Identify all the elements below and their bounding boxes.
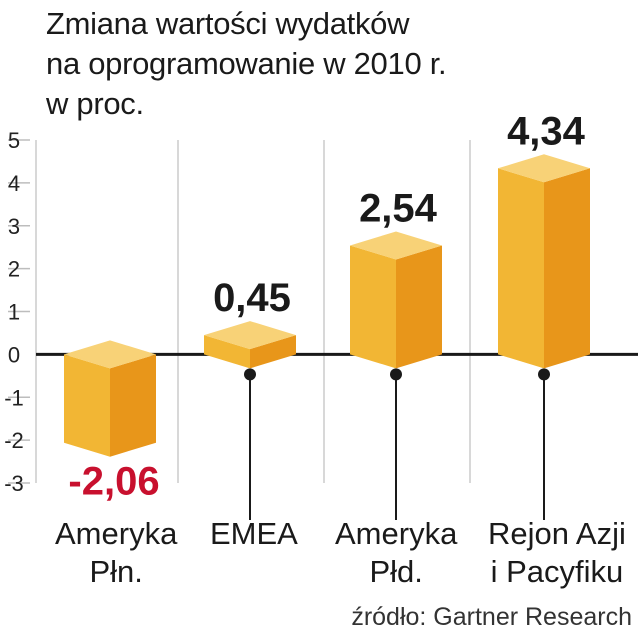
bar-front-face [498, 168, 544, 369]
data-label: 4,34 [507, 109, 586, 153]
bar-side-face [544, 168, 590, 369]
bar-side-face [250, 335, 296, 369]
bar [204, 321, 296, 369]
category-label-line: Ameryka [335, 516, 458, 551]
category-label-line: Rejon Azji [488, 516, 626, 551]
category-label: Ameryka Płn. [55, 515, 177, 591]
y-tick-label: 1 [8, 300, 20, 325]
category-label-line: Płn. [89, 554, 143, 589]
bar-front-face [350, 245, 396, 369]
bar-stem-dot [390, 368, 402, 381]
y-tick-label: -1 [4, 385, 24, 410]
data-label: 2,54 [359, 186, 438, 230]
bar [498, 154, 590, 369]
chart-title: Zmiana wartości wydatków na oprogramowan… [46, 4, 626, 124]
category-label-line: i Pacyfiku [490, 554, 624, 589]
data-label: -2,06 [68, 460, 159, 504]
chart-title-line-2: na oprogramowanie w 2010 r. [46, 46, 447, 81]
y-tick-label: 4 [8, 171, 20, 196]
bar [350, 231, 442, 369]
data-labels: -2,06 0,45 2,54 4,34 [68, 109, 585, 503]
bar-top-face [204, 321, 296, 350]
bar-front-face [64, 354, 110, 457]
bar-side-face [110, 354, 156, 457]
bar-top-face [350, 231, 442, 260]
bar-stem-dot [244, 368, 256, 381]
y-tick-label: 3 [8, 214, 20, 239]
data-label: 0,45 [213, 276, 291, 320]
category-label-line: Ameryka [55, 516, 178, 551]
category-label-line: Płd. [369, 554, 423, 589]
y-tick-label: -2 [4, 428, 24, 453]
bar-top-face [498, 154, 590, 183]
bar-stem-dot [538, 368, 550, 381]
bars [64, 154, 590, 457]
bar-stems [244, 368, 550, 520]
y-tick-label: 5 [8, 128, 20, 153]
y-axis-ticks: 5 4 3 2 1 0 -1 -2 -3 [4, 128, 24, 496]
category-label-line: EMEA [210, 516, 298, 551]
category-label: EMEA [210, 515, 298, 553]
chart-title-line-1: Zmiana wartości wydatków [46, 6, 410, 41]
y-tick-label: 0 [8, 342, 20, 367]
y-tick-label: -3 [4, 471, 24, 496]
source-note: źródło: Gartner Research [351, 603, 632, 631]
bar [64, 340, 156, 457]
bar-front-face [204, 335, 250, 369]
bar-top-face [64, 340, 156, 369]
chart-title-line-3: w proc. [46, 86, 144, 121]
bar-side-face [396, 245, 442, 369]
grid-lines [8, 139, 471, 484]
category-label: Rejon Azji i Pacyfiku [488, 515, 626, 591]
y-tick-label: 2 [8, 257, 20, 282]
category-label: Ameryka Płd. [335, 515, 457, 591]
